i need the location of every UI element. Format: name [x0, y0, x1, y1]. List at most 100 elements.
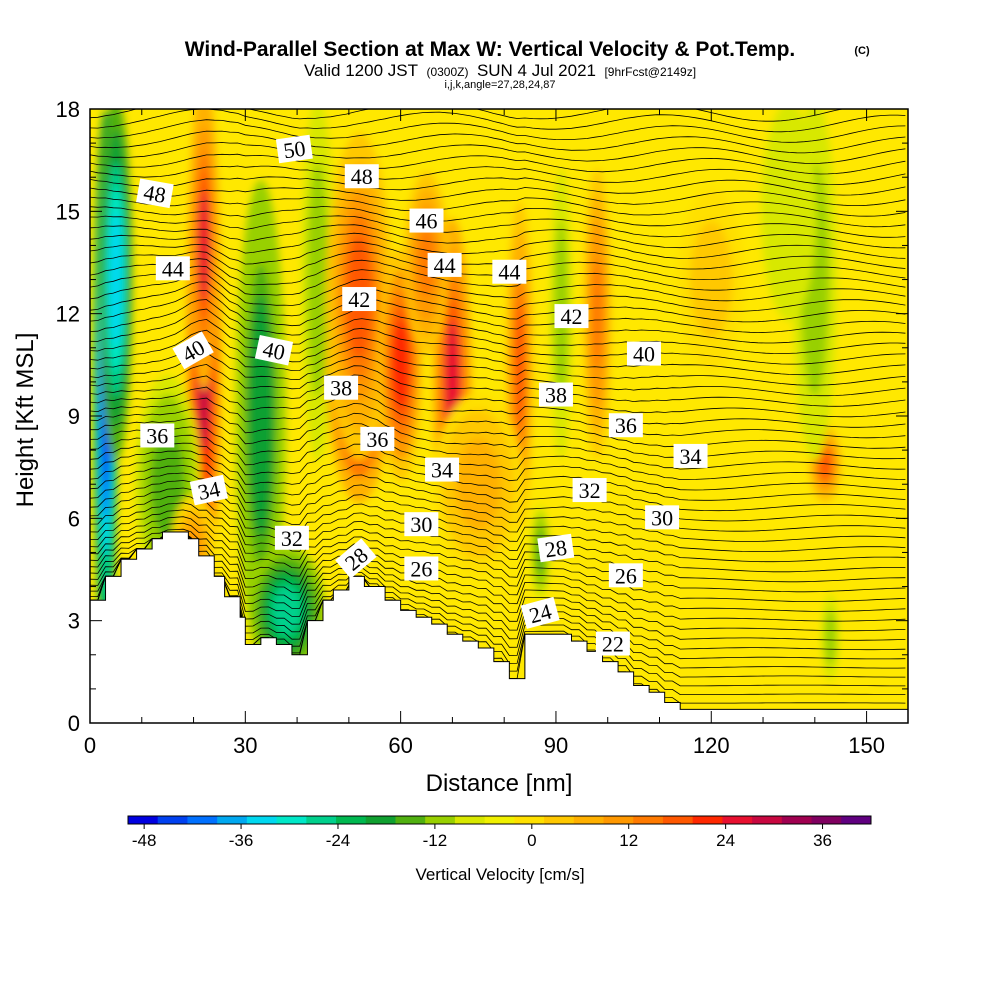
theta-label: 22 [602, 632, 624, 657]
theta-label-group: 44 [492, 259, 527, 285]
colorbar-swatch [514, 816, 545, 824]
theta-label-box [608, 413, 643, 438]
colorbar-swatch [306, 816, 337, 824]
theta-contour-line [90, 442, 906, 491]
theta-contour-line [90, 531, 906, 641]
colorbar-swatch [662, 816, 694, 824]
velocity-cell-7-4 [311, 211, 325, 348]
theta-contour-line [90, 273, 906, 312]
theta-contour-line [90, 329, 906, 376]
theta-contour-line [90, 215, 906, 238]
theta-label-group: 44 [427, 252, 462, 278]
theta-label-group: 30 [645, 505, 680, 530]
x-tick-label: 120 [693, 733, 730, 758]
theta-contour-line [90, 142, 906, 164]
colorbar-tick-label: -36 [229, 831, 254, 850]
theta-label-box [427, 252, 462, 277]
theta-contour-line [90, 187, 906, 207]
theta-contour-line [90, 402, 906, 449]
colorbar-tick-label: 12 [619, 831, 638, 850]
theta-label-box [335, 538, 377, 579]
theta-label-box [274, 525, 309, 550]
y-tick-label: 0 [68, 711, 80, 736]
theta-label-box [342, 287, 377, 312]
theta-label-group: 36 [140, 423, 175, 448]
theta-contour-line [90, 495, 906, 563]
theta-label-group: 36 [360, 426, 395, 452]
velocity-cell-4-4 [251, 327, 271, 505]
colorbar-swatch [336, 816, 367, 824]
x-tick-label: 60 [388, 733, 412, 758]
colorbar-swatch [692, 816, 723, 824]
velocity-cell-10-4 [392, 321, 409, 409]
theta-label: 34 [431, 458, 453, 483]
theta-label: 44 [434, 253, 456, 278]
colorbar-tick-label: 0 [527, 831, 536, 850]
theta-contour-line [90, 528, 906, 612]
velocity-cell-5-4 [272, 585, 302, 635]
velocity-cell-6-4 [155, 443, 181, 526]
utc-time: (0300Z) [426, 65, 468, 79]
theta-label: 48 [142, 180, 168, 208]
theta-label-box [404, 512, 439, 537]
theta-label-box [608, 563, 643, 588]
theta-label-box [360, 426, 395, 451]
theta-label-box [492, 259, 527, 284]
colorbar-swatch [752, 816, 783, 824]
theta-label-box [645, 505, 680, 530]
y-tick-label: 18 [56, 97, 80, 122]
theta-contour-line [90, 487, 906, 552]
theta-label-group: 36 [608, 413, 643, 438]
colorbar-tick-label: -12 [423, 831, 448, 850]
colorbar-swatch [395, 816, 426, 824]
chart-title: Wind-Parallel Section at Max W: Vertical… [185, 38, 796, 61]
theta-contour-line [90, 531, 906, 651]
theta-label-box [404, 556, 439, 581]
theta-label-group: 48 [136, 178, 174, 209]
theta-contour-line [90, 340, 906, 386]
theta-label: 26 [410, 557, 432, 582]
theta-contour-line [90, 465, 906, 522]
theta-label-group: 34 [189, 474, 228, 506]
theta-label-box [520, 596, 560, 629]
colorbar-swatch [157, 816, 188, 824]
velocity-cell-20-4 [827, 621, 834, 655]
y-tick-label: 9 [68, 404, 80, 429]
theta-label-box [554, 304, 589, 329]
theta-label: 26 [615, 563, 637, 588]
colorbar-tick-label: -24 [326, 831, 351, 850]
velocity-cell-3-4 [198, 190, 210, 301]
theta-label-group: 28 [537, 533, 575, 562]
theta-label-group: 48 [344, 164, 379, 189]
y-tick-label: 6 [68, 506, 80, 531]
colorbar-swatch [187, 816, 218, 824]
theta-contour-line [90, 299, 906, 344]
theta-contour-line [90, 352, 906, 397]
theta-contour-line [90, 516, 906, 593]
theta-label-group: 42 [554, 304, 589, 329]
colorbar-swatch [365, 816, 396, 824]
theta-contour-line [90, 393, 906, 439]
colorbar-swatch [841, 816, 872, 824]
velocity-cell-16-4 [592, 259, 603, 369]
theta-label-box [626, 341, 661, 366]
colorbar-label: Vertical Velocity [cm/s] [415, 865, 584, 884]
velocity-cell-1-4 [109, 211, 123, 348]
theta-contour-line [90, 232, 906, 259]
terrain [90, 531, 908, 723]
forecast-info: [9hrFcst@2149z] [604, 65, 696, 79]
theta-label: 38 [545, 383, 567, 408]
theta-contour-line [90, 383, 906, 428]
theta-label: 34 [196, 476, 223, 505]
theta-contour-line [90, 423, 906, 470]
theta-contour-line [90, 224, 906, 249]
theta-label-box [254, 334, 294, 366]
colorbar-swatch [217, 816, 248, 824]
theta-label-group: 38 [324, 375, 359, 401]
theta-label-group: 44 [155, 256, 190, 281]
theta-label-group: 32 [572, 478, 607, 503]
theta-contour-line [90, 109, 906, 133]
theta-contour-line [90, 522, 906, 602]
